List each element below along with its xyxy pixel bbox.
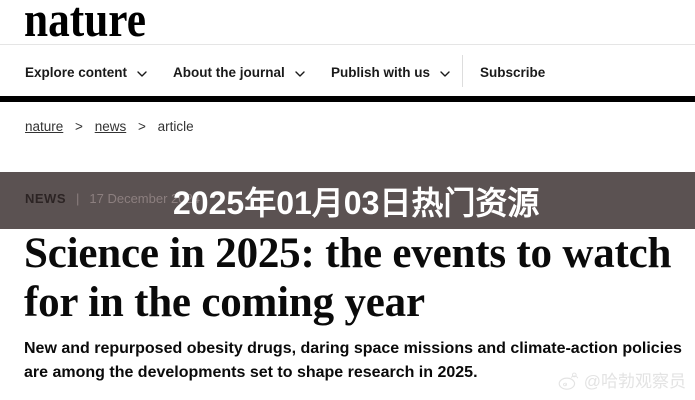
svg-text:nature: nature xyxy=(24,0,146,45)
